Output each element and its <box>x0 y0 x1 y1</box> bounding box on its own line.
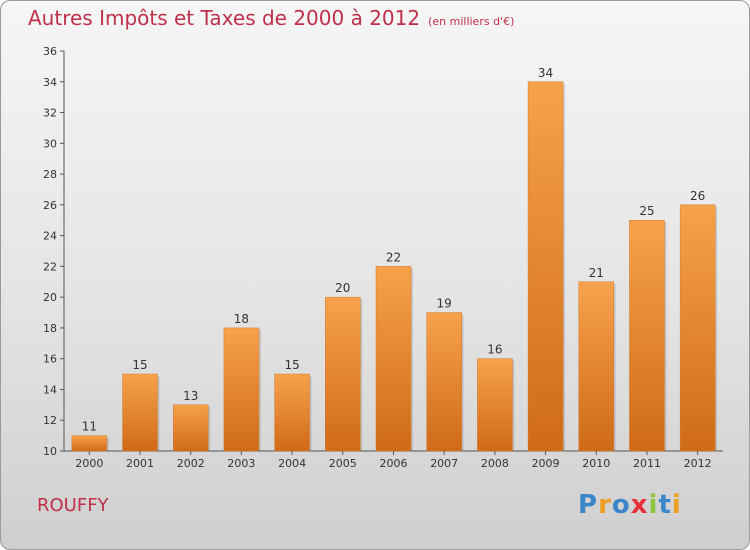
y-tick-label: 32 <box>43 107 57 120</box>
bar-2012 <box>679 204 716 452</box>
data-label: 22 <box>386 250 401 264</box>
bar-2006 <box>375 266 412 452</box>
logo-letter: P <box>578 490 599 520</box>
x-tick-label: 2007 <box>430 457 458 470</box>
logo-letter: o <box>611 490 631 520</box>
y-tick-label: 16 <box>43 353 57 366</box>
logo-letter: i <box>648 490 659 520</box>
data-label: 20 <box>335 281 350 295</box>
x-tick-label: 2002 <box>177 457 205 470</box>
bar-2010 <box>578 281 615 452</box>
y-tick-label: 36 <box>43 45 57 58</box>
axes: 10 12 14 16 18 20 22 24 26 28 30 32 34 36 <box>43 45 723 458</box>
data-label: 25 <box>639 204 654 218</box>
data-label: 19 <box>437 297 452 311</box>
chart-subtitle: (en milliers d'€) <box>428 15 515 28</box>
x-tick-label: 2001 <box>126 457 154 470</box>
x-tick-label: 2006 <box>380 457 408 470</box>
x-tick-label: 2009 <box>532 457 560 470</box>
data-label: 16 <box>487 343 502 357</box>
x-tick-label: 2000 <box>75 457 103 470</box>
chart-title-text: Autres Impôts et Taxes de 2000 à 2012 <box>28 6 421 30</box>
y-tick-label: 10 <box>43 445 57 458</box>
y-tick-label: 24 <box>43 230 57 243</box>
bar-2009 <box>527 81 564 452</box>
x-tick-label: 2005 <box>329 457 357 470</box>
chart-title: Autres Impôts et Taxes de 2000 à 2012 (en… <box>28 6 514 30</box>
bar-2005 <box>325 296 361 452</box>
y-tick-label: 26 <box>43 199 57 212</box>
x-tick-label: 2012 <box>684 457 712 470</box>
bar-2002 <box>172 404 209 452</box>
data-label: 13 <box>183 389 198 403</box>
y-tick-label: 20 <box>43 291 57 304</box>
commune-name: ROUFFY <box>37 495 109 516</box>
y-tick-label: 12 <box>43 414 57 427</box>
bar-2003 <box>223 327 260 452</box>
bar-2011 <box>629 219 665 452</box>
labels: 2000 11 2001 15 2002 13 2003 18 2004 15 2005 20 2006… <box>75 66 711 470</box>
y-tick-label: 30 <box>43 137 57 150</box>
bar-2007 <box>426 312 462 452</box>
data-label: 15 <box>284 358 299 372</box>
logo-letter: i <box>671 490 682 520</box>
bar-2008 <box>477 358 513 452</box>
x-tick-label: 2004 <box>278 457 306 470</box>
x-tick-label: 2010 <box>582 457 610 470</box>
data-label: 21 <box>589 266 604 280</box>
bar-2001 <box>122 373 158 452</box>
data-label: 11 <box>82 420 97 434</box>
x-tick-label: 2003 <box>227 457 255 470</box>
data-label: 15 <box>132 358 147 372</box>
x-tick-label: 2008 <box>481 457 509 470</box>
y-tick-label: 34 <box>43 76 57 89</box>
logo-letter: t <box>658 490 672 520</box>
y-tick-label: 14 <box>43 383 57 396</box>
proxiti-logo: Proxiti <box>578 490 682 520</box>
bar-2004 <box>274 373 310 452</box>
logo-letter: r <box>598 490 612 520</box>
y-tick-label: 28 <box>43 168 57 181</box>
y-tick-label: 22 <box>43 260 57 273</box>
x-tick-label: 2011 <box>633 457 661 470</box>
data-label: 34 <box>538 66 553 80</box>
y-tick-label: 18 <box>43 322 57 335</box>
bar-2000 <box>71 435 108 452</box>
data-label: 26 <box>690 189 705 203</box>
bars <box>71 81 718 452</box>
logo-letter: x <box>630 490 649 520</box>
data-label: 18 <box>234 312 249 326</box>
